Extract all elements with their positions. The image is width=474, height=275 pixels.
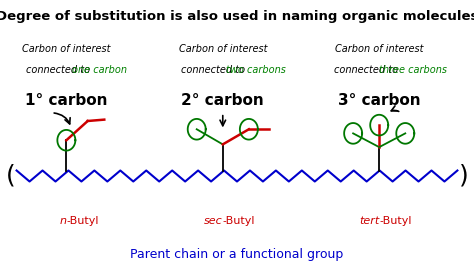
Text: Parent chain or a functional group: Parent chain or a functional group [130, 248, 344, 261]
Text: 2° carbon: 2° carbon [182, 93, 264, 108]
Text: two carbons: two carbons [226, 65, 286, 75]
Text: Carbon of interest: Carbon of interest [179, 45, 267, 54]
Text: -Butyl: -Butyl [66, 216, 99, 226]
Text: connected to: connected to [181, 65, 248, 75]
Text: -Butyl: -Butyl [379, 216, 412, 226]
Text: 1° carbon: 1° carbon [25, 93, 108, 108]
Text: three carbons: three carbons [379, 65, 447, 75]
Text: connected to: connected to [334, 65, 401, 75]
Text: sec: sec [204, 216, 223, 226]
Text: n: n [59, 216, 66, 226]
Text: Carbon of interest: Carbon of interest [22, 45, 110, 54]
Text: Degree of substitution is also used in naming organic molecules: Degree of substitution is also used in n… [0, 10, 474, 23]
Text: -Butyl: -Butyl [223, 216, 255, 226]
Text: (: ( [6, 164, 16, 188]
Text: ): ) [458, 164, 468, 188]
Text: tert: tert [359, 216, 379, 226]
Text: one carbon: one carbon [72, 65, 127, 75]
Text: Carbon of interest: Carbon of interest [335, 45, 423, 54]
Text: 3° carbon: 3° carbon [338, 93, 420, 108]
Text: connected to: connected to [26, 65, 93, 75]
